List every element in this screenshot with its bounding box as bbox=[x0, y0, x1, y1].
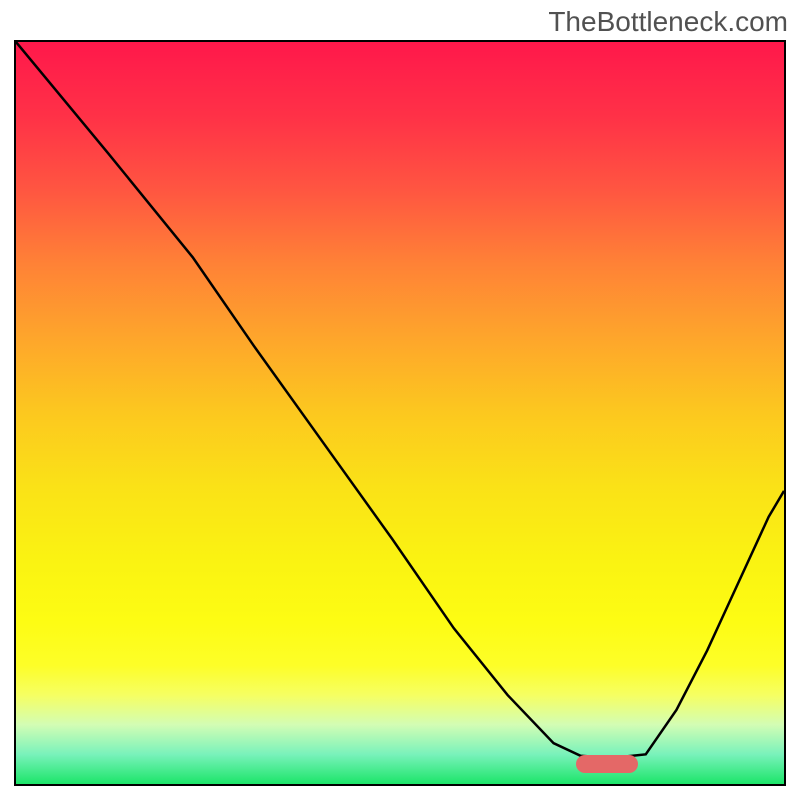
plot-area bbox=[14, 40, 786, 786]
curve-line bbox=[16, 42, 784, 784]
chart-container bbox=[14, 40, 786, 786]
watermark-text: TheBottleneck.com bbox=[548, 6, 788, 38]
optimal-marker bbox=[576, 755, 638, 773]
